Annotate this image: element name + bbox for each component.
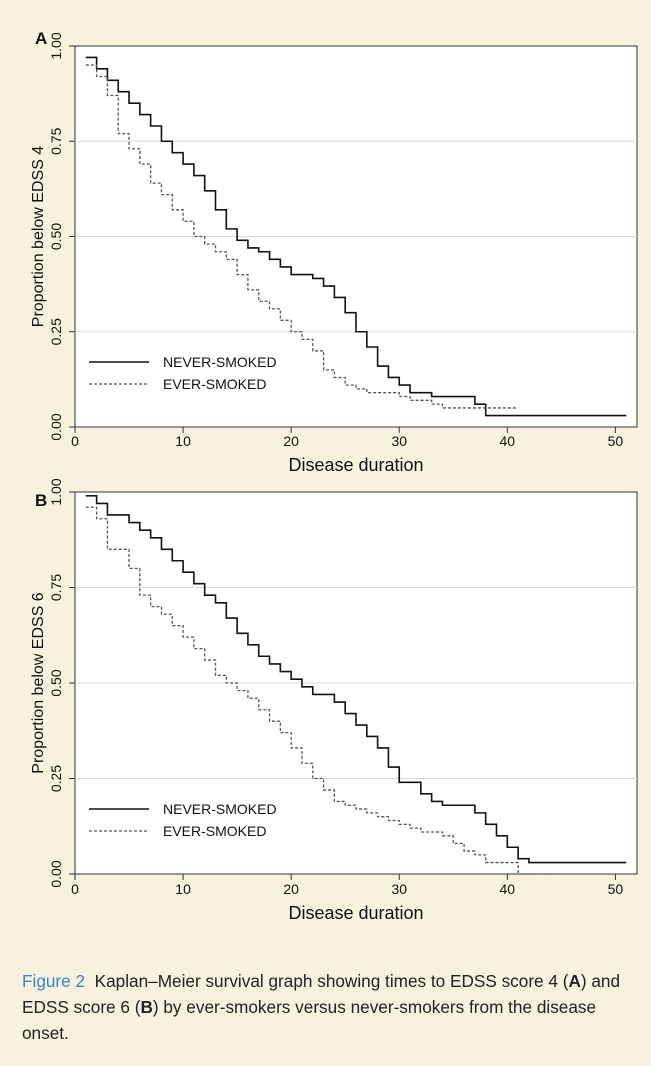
caption-bold-a: A	[568, 971, 581, 991]
x-tick-label: 50	[608, 881, 624, 897]
x-tick-label: 30	[391, 881, 407, 897]
x-tick-label: 20	[283, 433, 299, 449]
y-tick-label: 0.25	[48, 765, 64, 792]
figure-caption: Figure 2 Kaplan–Meier survival graph sho…	[22, 968, 637, 1046]
y-tick-label: 0.50	[48, 223, 64, 250]
chart-panel-a: 0.00 0.25 0.50 0.75 1.00 0 10 20 30 40 50 Disease d…	[30, 29, 638, 475]
x-axis-label: Disease duration	[288, 455, 423, 475]
caption-text-3: ) by ever-smokers versus never-smokers f…	[22, 997, 597, 1043]
series-line-never-smoked	[85, 56, 627, 417]
legend-label-never-smoked: NEVER-SMOKED	[163, 354, 277, 370]
panel-letter: B	[35, 491, 47, 510]
y-tick-label: 0.25	[48, 318, 64, 345]
x-axis-label: Disease duration	[288, 903, 423, 923]
caption-label: Figure 2	[22, 971, 86, 991]
caption-text-2: ) and EDSS score 6 (	[22, 971, 621, 1017]
x-tick-label: 50	[608, 433, 624, 449]
panel-letter: A	[35, 29, 47, 48]
y-tick-label: 1.00	[48, 478, 64, 505]
x-tick-label: 0	[71, 433, 79, 449]
series-line-ever-smoked	[85, 64, 519, 409]
y-tick-label: 0.75	[48, 574, 64, 601]
x-tick-label: 10	[175, 881, 191, 897]
legend-label-ever-smoked: EVER-SMOKED	[163, 376, 266, 392]
series-line-never-smoked	[85, 495, 627, 864]
chart-panel-b: 0.00 0.25 0.50 0.75 1.00 0 10 20 30 40 50 Disease d…	[30, 478, 638, 923]
legend-label-ever-smoked: EVER-SMOKED	[163, 823, 266, 839]
y-axis-label: Proportion below EDSS 6	[30, 592, 47, 774]
series-line-ever-smoked	[85, 506, 562, 875]
x-tick-label: 20	[283, 881, 299, 897]
x-tick-label: 30	[391, 433, 407, 449]
x-tick-label: 10	[175, 433, 191, 449]
x-tick-label: 0	[71, 881, 79, 897]
x-tick-label: 40	[500, 433, 516, 449]
y-tick-label: 0.00	[48, 413, 64, 440]
y-tick-label: 0.50	[48, 669, 64, 696]
figure-canvas: 0.00 0.25 0.50 0.75 1.00 0 10 20 30 40 50 Disease d…	[30, 29, 638, 923]
caption-text-1: Kaplan–Meier survival graph showing time…	[94, 971, 569, 991]
y-tick-label: 0.75	[48, 127, 64, 154]
caption-bold-b: B	[140, 997, 153, 1017]
y-tick-label: 1.00	[48, 32, 64, 59]
y-tick-label: 0.00	[48, 860, 64, 887]
legend-label-never-smoked: NEVER-SMOKED	[163, 801, 277, 817]
x-tick-label: 40	[500, 881, 516, 897]
y-axis-label: Proportion below EDSS 4	[30, 146, 47, 328]
